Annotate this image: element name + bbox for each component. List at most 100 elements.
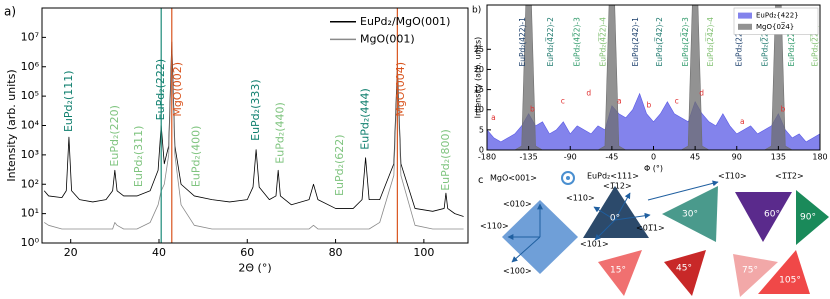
peak-label: EuPd₂(444): [359, 88, 372, 150]
peak-label: EuPd₂(400): [190, 126, 203, 188]
legend-label: EuPd₂{422}: [756, 12, 799, 20]
direction-label: <1̅12>: [603, 182, 632, 191]
y-tick-label: 10⁰: [21, 236, 40, 249]
peak-label: EuPd₂(4̅2̅2)-4: [598, 17, 607, 67]
peak-label: EuPd₂(422)-1: [518, 17, 527, 67]
domain-letter: b: [646, 101, 651, 110]
arrow: [593, 206, 616, 221]
y-tick-label: 10³: [21, 148, 39, 161]
x-tick-label: 20: [64, 246, 78, 259]
y-tick-label: 20: [474, 65, 484, 74]
peak-label: EuPd₂(224)-1: [735, 17, 744, 67]
peak-label: EuPd₂(622): [333, 134, 346, 196]
y-tick-label: 10: [474, 105, 484, 114]
peak-label: EuPd₂(42̅2)-3: [572, 17, 581, 67]
plot-area: [43, 8, 464, 243]
domain-letter: d: [586, 89, 591, 98]
direction-label: <1̅10>: [718, 172, 747, 181]
tile-label: 90°: [800, 213, 816, 223]
direction-label: MgO<001>: [490, 174, 537, 183]
x-tick-label: 180: [812, 153, 827, 162]
y-tick-label: 10⁴: [21, 119, 40, 132]
x-tick-label: -135: [520, 153, 538, 162]
orientation-tile: [796, 190, 829, 245]
x-tick-label: 60: [240, 246, 254, 259]
legend-swatch: [738, 12, 752, 19]
panel-label: c: [478, 175, 484, 186]
direction-label: <100>: [503, 267, 532, 276]
arrow: [647, 180, 719, 201]
tile-label: 0°: [610, 214, 620, 224]
chart: 20 40 60 80 100 10⁰ 10¹ 10² 10³ 10⁴ 10⁵ 10⁶ 10⁷ 2Θ (°…: [4, 5, 469, 274]
peak-label: EuPd₂(2̅24)-2: [760, 17, 769, 67]
panel-label: a): [4, 5, 16, 19]
legend-label: MgO(001): [360, 32, 415, 45]
y-tick-label: 0: [479, 146, 484, 155]
x-tick-label: 40: [152, 246, 166, 259]
domain-letter: d: [699, 89, 704, 98]
tile-label: 60°: [764, 210, 780, 220]
x-tick-label: -90: [564, 153, 577, 162]
out-of-plane-symbol: [566, 176, 570, 180]
peak-label: EuPd₂(440): [273, 102, 286, 164]
y-tick-label: 25: [474, 45, 484, 54]
peak-label: EuPd₂(222): [154, 59, 167, 121]
x-tick-label: 100: [413, 246, 434, 259]
peak-label: EuPd₂(2̅4̅2)-4: [705, 17, 714, 67]
peak-label: EuPd₂(311): [132, 126, 145, 188]
arrow: [511, 236, 541, 263]
arrow: [614, 192, 631, 221]
direction-label: <101>: [580, 240, 609, 249]
line: [43, 52, 464, 230]
domain-letter: a: [740, 117, 745, 126]
peak-label: EuPd₂(333): [249, 79, 262, 141]
arrow: [594, 219, 616, 241]
domain-letter: b: [781, 105, 786, 114]
peak-label: EuPd₂(111): [62, 70, 75, 132]
orientation-tile: [758, 250, 810, 294]
peak-label: EuPd₂(2̅42)-2: [655, 17, 664, 67]
x-tick-label: 135: [771, 153, 786, 162]
domain-letter: a: [491, 113, 496, 122]
y-tick-label: 10¹: [21, 207, 39, 220]
peak-label: MgO(002): [171, 62, 184, 117]
orientation-tile: [735, 192, 792, 242]
y-tick-label: 10⁶: [21, 60, 40, 73]
direction-label: <01̅1>: [636, 224, 665, 233]
peak-label: EuPd₂(22̅4)-3: [787, 17, 796, 67]
x-tick-label: 80: [329, 246, 343, 259]
orientation-tile: [662, 186, 718, 242]
legend-label: MgO{02̅4}: [756, 22, 794, 31]
panel-label: b): [472, 6, 481, 16]
direction-label: EuPd₂<111>: [587, 172, 639, 181]
peak-label: MgO(004): [394, 62, 407, 117]
domain-letter: b: [530, 105, 535, 114]
tile-label: 15°: [610, 266, 626, 276]
x-tick-label: 45: [690, 153, 700, 162]
y-axis-label: Intensity (arb. units): [5, 69, 18, 181]
y-axis-label: Intensity (arb. units): [474, 37, 483, 119]
y-tick-label: 10²: [21, 177, 39, 190]
orientation-tile: [598, 250, 642, 296]
arrow: [614, 212, 651, 221]
peak-label: EuPd₂(800): [439, 129, 452, 191]
area: [487, 92, 820, 150]
peak-label: EuPd₂(24̅2)-3: [681, 17, 690, 67]
orientation-tile: [664, 250, 706, 296]
legend-swatch: [738, 23, 752, 30]
legend-label: EuPd₂/MgO(001): [360, 15, 450, 28]
peak-label: EuPd₂(242)-1: [631, 17, 640, 67]
legend-frame: [733, 7, 819, 35]
tile-label: 105°: [779, 276, 801, 286]
panel-c: c MgO<001> EuPd₂<111> <1̅12> <1̅10> <1̅1…: [478, 171, 829, 297]
tile-label: 30°: [682, 210, 698, 220]
domain-letter: a: [617, 97, 622, 106]
x-tick-label: -45: [605, 153, 618, 162]
direction-label: <010>: [503, 200, 532, 209]
peak-label: EuPd₂(2̅2̅4)-4: [810, 17, 819, 67]
area: [487, 5, 820, 150]
direction-label: <1̅1̅2>: [775, 172, 804, 181]
direction-label: <110>: [566, 194, 595, 203]
x-axis-label: 2Θ (°): [238, 261, 271, 274]
